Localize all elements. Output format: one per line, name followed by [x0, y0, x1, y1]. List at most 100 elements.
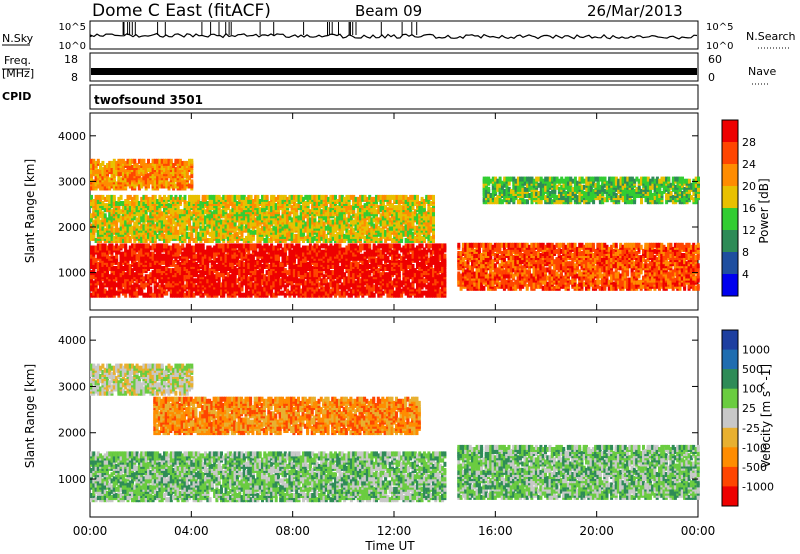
data-cell: [99, 249, 103, 255]
data-cell: [117, 274, 121, 280]
data-cell: [249, 282, 253, 288]
data-cell: [128, 288, 132, 294]
data-cell: [110, 276, 114, 282]
data-cell: [226, 243, 230, 249]
data-cell: [153, 243, 157, 249]
data-cell: [270, 280, 274, 286]
data-cell: [160, 266, 164, 271]
data-cell: [115, 266, 119, 271]
data-cell: [90, 278, 93, 284]
data-cell: [283, 284, 287, 290]
data-cell: [263, 251, 267, 257]
cpid-value: twofsound 3501: [94, 93, 203, 107]
data-cell: [249, 261, 253, 267]
data-cell: [163, 272, 166, 278]
data-cell: [147, 255, 150, 261]
data-cell: [368, 243, 372, 249]
data-cell: [265, 276, 269, 282]
data-cell: [696, 263, 700, 269]
data-cell: [163, 253, 166, 259]
data-cell: [208, 255, 212, 261]
data-cell: [108, 266, 112, 271]
data-cell: [106, 290, 109, 296]
data-cell: [137, 259, 141, 265]
data-cell: [140, 264, 144, 269]
data-cell: [224, 280, 228, 286]
data-cell: [172, 249, 176, 255]
data-cell: [265, 280, 269, 286]
data-cell: [163, 243, 166, 249]
data-cell: [158, 276, 162, 282]
data-cell: [240, 272, 244, 278]
data-cell: [172, 243, 176, 249]
data-cell: [149, 272, 153, 278]
data-cell: [90, 249, 93, 255]
data-cell: [101, 255, 105, 261]
data-cell: [217, 272, 221, 278]
data-cell: [96, 276, 100, 282]
data-cell: [94, 292, 98, 298]
data-cell: [258, 243, 262, 249]
data-cell: [94, 261, 98, 267]
data-cell: [158, 247, 162, 253]
data-cell: [283, 272, 287, 278]
nsky-trace: [90, 22, 698, 40]
data-cell: [238, 282, 242, 288]
data-cell: [183, 247, 187, 253]
data-cell: [119, 268, 123, 274]
data-cell: [272, 292, 276, 298]
data-cell: [254, 251, 258, 257]
data-cell: [215, 282, 219, 288]
data-cell: [183, 251, 187, 257]
data-cell: [194, 261, 198, 267]
data-cell: [279, 249, 283, 255]
data-cell: [153, 253, 157, 259]
data-cell: [121, 282, 125, 288]
data-cell: [106, 278, 109, 284]
data-cell: [192, 245, 196, 251]
nsky-label: N.Sky: [2, 32, 34, 45]
data-cell: [188, 292, 191, 298]
data-cell: [176, 251, 180, 257]
nsearch-label: N.Search: [746, 30, 796, 43]
data-cell: [131, 249, 134, 255]
freq-trace: [91, 68, 697, 75]
data-cell: [224, 276, 228, 282]
data-cell: [272, 276, 276, 282]
data-cell: [99, 257, 103, 263]
data-cell: [140, 247, 144, 253]
data-cell: [270, 243, 274, 249]
data-cell: [231, 249, 235, 255]
data-cell: [222, 286, 226, 292]
data-cell: [206, 268, 210, 274]
data-cell: [181, 264, 185, 269]
data-cell: [283, 292, 287, 298]
data-cell: [101, 247, 105, 253]
data-cell: [163, 284, 166, 290]
data-cell: [149, 245, 153, 251]
data-cell: [169, 268, 173, 274]
data-cell: [208, 286, 212, 292]
data-cell: [165, 282, 169, 288]
data-cell: [201, 255, 205, 261]
data-cell: [151, 292, 155, 298]
data-cell: [167, 257, 171, 263]
data-cell: [101, 288, 105, 294]
data-cell: [199, 286, 203, 292]
data-cell: [178, 255, 182, 261]
data-cell: [222, 274, 226, 280]
data-cell: [194, 278, 198, 284]
data-cell: [133, 272, 137, 278]
data-cell: [274, 274, 278, 280]
data-cell: [240, 261, 244, 267]
data-cell: [213, 274, 217, 280]
data-cell: [176, 292, 180, 298]
data-cell: [263, 292, 267, 298]
data-cell: [222, 257, 226, 263]
data-cell: [103, 278, 107, 284]
data-cell: [199, 253, 203, 259]
data-cell: [151, 259, 155, 265]
data-cell: [696, 242, 700, 248]
data-cell: [206, 264, 210, 269]
data-cell: [258, 280, 262, 286]
